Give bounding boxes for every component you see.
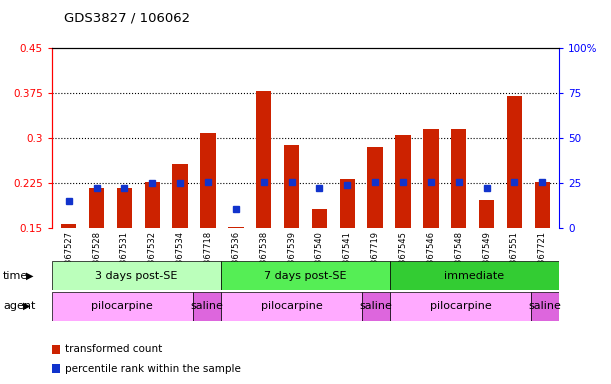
Bar [507,96,522,228]
Bar [390,261,559,290]
Bar [117,187,132,228]
Text: 3 days post-SE: 3 days post-SE [95,270,178,281]
Text: saline: saline [191,301,224,311]
Bar [221,292,362,321]
Bar [145,182,160,228]
Bar [89,187,104,228]
Text: agent: agent [3,301,35,311]
Text: saline: saline [359,301,392,311]
Text: transformed count: transformed count [65,344,162,354]
Text: immediate: immediate [444,270,505,281]
Bar [535,182,550,228]
Text: GDS3827 / 106062: GDS3827 / 106062 [64,12,190,25]
Text: percentile rank within the sample: percentile rank within the sample [65,364,241,374]
Bar [256,91,271,228]
Bar [284,146,299,228]
Bar [479,200,494,228]
Bar [52,261,221,290]
Bar [193,292,221,321]
Text: pilocarpine: pilocarpine [430,301,491,311]
Bar [531,292,559,321]
Text: ▶: ▶ [26,270,34,281]
Text: saline: saline [529,301,562,311]
Text: pilocarpine: pilocarpine [92,301,153,311]
Text: pilocarpine: pilocarpine [260,301,322,311]
Bar [52,292,193,321]
Bar [395,135,411,228]
Bar [390,292,531,321]
Bar [172,164,188,228]
Bar [340,179,355,228]
Bar [221,261,390,290]
Text: ▶: ▶ [23,301,31,311]
Text: time: time [3,270,28,281]
Bar [61,223,76,228]
Bar [312,209,327,228]
Bar [228,227,244,228]
Bar [423,129,439,228]
Bar [451,129,466,228]
Bar [362,292,390,321]
Text: 7 days post-SE: 7 days post-SE [264,270,347,281]
Bar [200,133,216,228]
Bar [367,147,383,228]
